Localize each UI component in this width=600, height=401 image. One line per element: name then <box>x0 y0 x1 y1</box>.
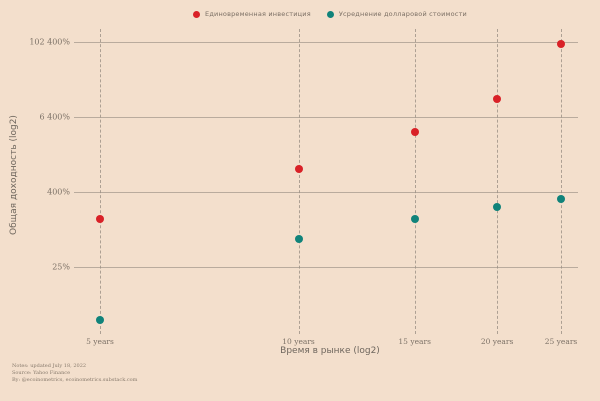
data-point-dca-15y <box>410 214 419 223</box>
legend-label-dca: Усреднение долларовой стоимости <box>338 10 467 18</box>
data-point-dca-20y <box>493 202 502 211</box>
category-dash-line <box>298 29 300 334</box>
y-gridline <box>74 117 578 118</box>
x-tick-label: 25 years <box>544 337 578 346</box>
category-dash-line <box>100 29 101 334</box>
data-point-dca-5y <box>96 316 104 325</box>
legend-label-lump-sum: Единовременная инвестиция <box>205 10 311 18</box>
data-point-dca-10y <box>294 235 303 244</box>
y-tick-label: 25% <box>52 262 70 272</box>
y-gridline <box>74 267 578 268</box>
legend-item-lump-sum: Единовременная инвестиция <box>193 10 311 18</box>
dca-dot-icon <box>326 10 334 18</box>
x-tick-label: 15 years <box>398 337 431 346</box>
data-point-lump-sum-10y <box>294 165 303 174</box>
y-gridline <box>74 42 578 43</box>
y-tick-label: 102 400% <box>29 37 70 47</box>
data-point-lump-sum-15y <box>410 127 419 136</box>
footer-notes: Notes: updated July 18, 2022 Source: Yah… <box>12 363 137 384</box>
lump-sum-dot-icon <box>193 10 201 18</box>
y-tick-label: 400% <box>47 187 70 197</box>
y-tick-label: 6 400% <box>39 112 70 122</box>
category-dash-line <box>414 29 416 334</box>
x-axis-title: Время в рынке (log2) <box>280 346 380 356</box>
legend: Единовременная инвестиция Усреднение дол… <box>70 10 590 18</box>
footer-notes-line: Notes: updated July 18, 2022 <box>12 363 87 369</box>
data-point-lump-sum-5y <box>96 214 104 223</box>
category-dash-line <box>561 29 562 334</box>
category-dash-line <box>497 29 499 334</box>
data-point-lump-sum-20y <box>493 94 502 103</box>
data-point-lump-sum-25y <box>557 40 565 49</box>
x-tick-label: 5 years <box>86 337 114 346</box>
x-tick-label: 10 years <box>282 337 315 346</box>
y-gridline <box>74 192 578 193</box>
data-point-dca-25y <box>557 194 565 203</box>
x-tick-label: 20 years <box>480 337 514 346</box>
footer-source-line: Source: Yahoo Finance <box>12 370 71 376</box>
footer-author-line: By: @ecoinometrics, ecoinometrics.substa… <box>12 377 138 383</box>
legend-item-dca: Усреднение долларовой стоимости <box>326 10 467 18</box>
